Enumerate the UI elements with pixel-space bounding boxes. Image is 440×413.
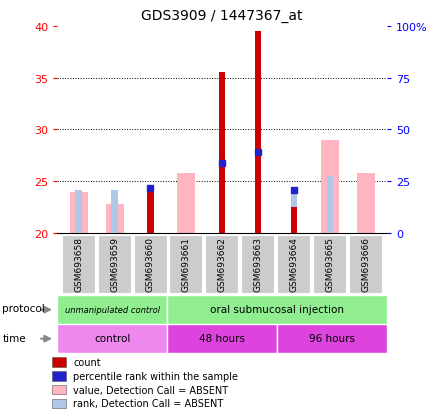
Text: GSM693658: GSM693658 xyxy=(74,237,83,292)
Bar xyxy=(52,385,66,394)
Bar xyxy=(291,207,297,233)
FancyBboxPatch shape xyxy=(313,235,346,293)
Text: GSM693664: GSM693664 xyxy=(290,237,298,292)
FancyBboxPatch shape xyxy=(241,235,274,293)
Bar xyxy=(326,176,333,233)
Text: control: control xyxy=(94,334,130,344)
Text: oral submucosal injection: oral submucosal injection xyxy=(210,305,344,315)
Bar xyxy=(357,173,374,233)
Text: value, Detection Call = ABSENT: value, Detection Call = ABSENT xyxy=(73,385,228,394)
Text: 48 hours: 48 hours xyxy=(199,334,245,344)
Bar xyxy=(277,324,387,353)
Bar xyxy=(177,173,195,233)
Bar xyxy=(57,324,167,353)
Bar xyxy=(291,191,297,233)
Text: protocol: protocol xyxy=(2,304,45,313)
Text: rank, Detection Call = ABSENT: rank, Detection Call = ABSENT xyxy=(73,399,223,408)
Text: GSM693665: GSM693665 xyxy=(325,237,334,292)
Text: percentile rank within the sample: percentile rank within the sample xyxy=(73,371,238,381)
Text: GSM693662: GSM693662 xyxy=(218,237,227,292)
Text: GSM693659: GSM693659 xyxy=(110,237,119,292)
Text: GSM693666: GSM693666 xyxy=(361,237,370,292)
Title: GDS3909 / 1447367_at: GDS3909 / 1447367_at xyxy=(141,9,303,23)
FancyBboxPatch shape xyxy=(277,235,310,293)
Bar xyxy=(106,204,124,233)
Text: GSM693660: GSM693660 xyxy=(146,237,155,292)
Bar xyxy=(147,187,154,233)
Bar xyxy=(52,371,66,381)
Bar xyxy=(111,191,118,233)
Bar xyxy=(167,324,277,353)
FancyBboxPatch shape xyxy=(98,235,131,293)
Bar xyxy=(321,140,339,233)
Bar xyxy=(167,295,387,324)
FancyBboxPatch shape xyxy=(205,235,238,293)
Text: GSM693661: GSM693661 xyxy=(182,237,191,292)
Text: 96 hours: 96 hours xyxy=(309,334,355,344)
Bar xyxy=(52,357,66,367)
FancyBboxPatch shape xyxy=(169,235,202,293)
Bar xyxy=(52,399,66,408)
FancyBboxPatch shape xyxy=(62,235,95,293)
Bar xyxy=(76,190,82,233)
Bar xyxy=(255,32,261,233)
Text: unmanipulated control: unmanipulated control xyxy=(65,305,160,314)
Text: GSM693663: GSM693663 xyxy=(253,237,263,292)
Text: count: count xyxy=(73,357,101,367)
Bar xyxy=(219,73,225,233)
Bar xyxy=(57,295,167,324)
Bar xyxy=(70,192,88,233)
FancyBboxPatch shape xyxy=(134,235,167,293)
Text: time: time xyxy=(2,333,26,343)
FancyBboxPatch shape xyxy=(349,235,382,293)
